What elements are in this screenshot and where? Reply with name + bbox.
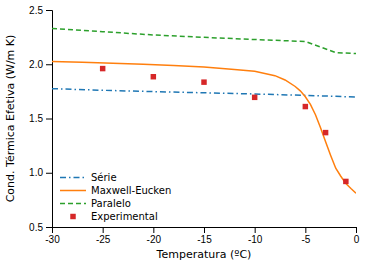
y-axis: 0.5 1.0 1.5 2.0 2.5 bbox=[29, 5, 52, 233]
series-point bbox=[323, 130, 328, 135]
x-tick-label: -10 bbox=[248, 234, 263, 245]
series-line bbox=[52, 28, 356, 53]
legend-item: Maxwell-Eucken bbox=[60, 185, 171, 196]
y-tick-label: 1.5 bbox=[29, 113, 43, 124]
plot: -30 -25 -20 -15 -10 -5 0 0.5 1.0 1.5 2.0 2.5 Tempera… bbox=[4, 5, 360, 261]
y-tick-mark bbox=[46, 227, 52, 228]
y-axis-line bbox=[46, 11, 53, 228]
series-line bbox=[52, 89, 356, 97]
y-tick-mark bbox=[46, 173, 52, 174]
x-tick: -5 bbox=[301, 227, 310, 245]
x-tick: -20 bbox=[147, 227, 162, 245]
series-point bbox=[252, 95, 257, 100]
y-tick-label: 1.0 bbox=[29, 167, 43, 178]
legend-label: Paralelo bbox=[91, 198, 131, 209]
y-tick-label: 0.5 bbox=[29, 222, 43, 233]
y-tick-mark bbox=[46, 119, 52, 120]
x-tick: -10 bbox=[248, 227, 263, 245]
y-tick-label: 2.5 bbox=[29, 5, 43, 16]
y-tick: 1.5 bbox=[29, 113, 52, 124]
x-axis: -30 -25 -20 -15 -10 -5 0 bbox=[45, 227, 359, 245]
x-axis-line bbox=[53, 228, 357, 234]
legend: Série Maxwell-Eucken Paralelo Experimental bbox=[60, 172, 171, 222]
legend-item: Série bbox=[60, 172, 117, 183]
legend-swatch bbox=[70, 214, 75, 219]
y-tick: 2.5 bbox=[29, 5, 52, 16]
x-tick: -25 bbox=[96, 227, 111, 245]
x-tick-mark bbox=[305, 227, 306, 233]
x-tick-label: -30 bbox=[45, 234, 60, 245]
x-axis-title: Temperatura (ºC) bbox=[156, 248, 252, 261]
x-tick-label: -25 bbox=[96, 234, 111, 245]
x-tick: -30 bbox=[45, 227, 60, 245]
series-point bbox=[201, 79, 206, 84]
series-point bbox=[343, 179, 348, 184]
marks bbox=[52, 28, 356, 193]
x-tick-label: -20 bbox=[147, 234, 162, 245]
legend-swatch bbox=[60, 203, 86, 205]
legend-item: Paralelo bbox=[60, 198, 131, 209]
series-line bbox=[52, 62, 356, 194]
legend-swatch bbox=[60, 177, 86, 179]
legend-label: Maxwell-Eucken bbox=[91, 185, 171, 196]
y-tick: 2.0 bbox=[29, 59, 52, 70]
y-tick-label: 2.0 bbox=[29, 59, 43, 70]
x-tick-mark bbox=[103, 227, 104, 233]
x-tick-mark bbox=[255, 227, 256, 233]
x-tick: -15 bbox=[197, 227, 212, 245]
chart: -30 -25 -20 -15 -10 -5 0 0.5 1.0 1.5 2.0 2.5 Tempera… bbox=[0, 0, 370, 263]
x-tick-mark bbox=[356, 227, 357, 233]
y-tick: 0.5 bbox=[29, 222, 52, 233]
x-tick-label: -15 bbox=[197, 234, 212, 245]
x-tick-mark bbox=[204, 227, 205, 233]
x-tick: 0 bbox=[354, 227, 360, 245]
y-axis-title: Cond. Térmica Efetiva (W/m K) bbox=[4, 35, 17, 203]
x-tick-label: -5 bbox=[301, 234, 310, 245]
x-tick-label: 0 bbox=[354, 234, 360, 245]
legend-label: Experimental bbox=[91, 211, 158, 222]
y-tick: 1.0 bbox=[29, 167, 52, 178]
series-point bbox=[303, 104, 308, 109]
legend-label: Série bbox=[91, 172, 117, 183]
series-point bbox=[100, 66, 105, 71]
series-point bbox=[151, 74, 156, 79]
y-tick-mark bbox=[46, 10, 52, 11]
y-tick-mark bbox=[46, 64, 52, 65]
legend-swatch bbox=[60, 190, 86, 192]
legend-item: Experimental bbox=[70, 211, 157, 222]
x-tick-mark bbox=[153, 227, 154, 233]
